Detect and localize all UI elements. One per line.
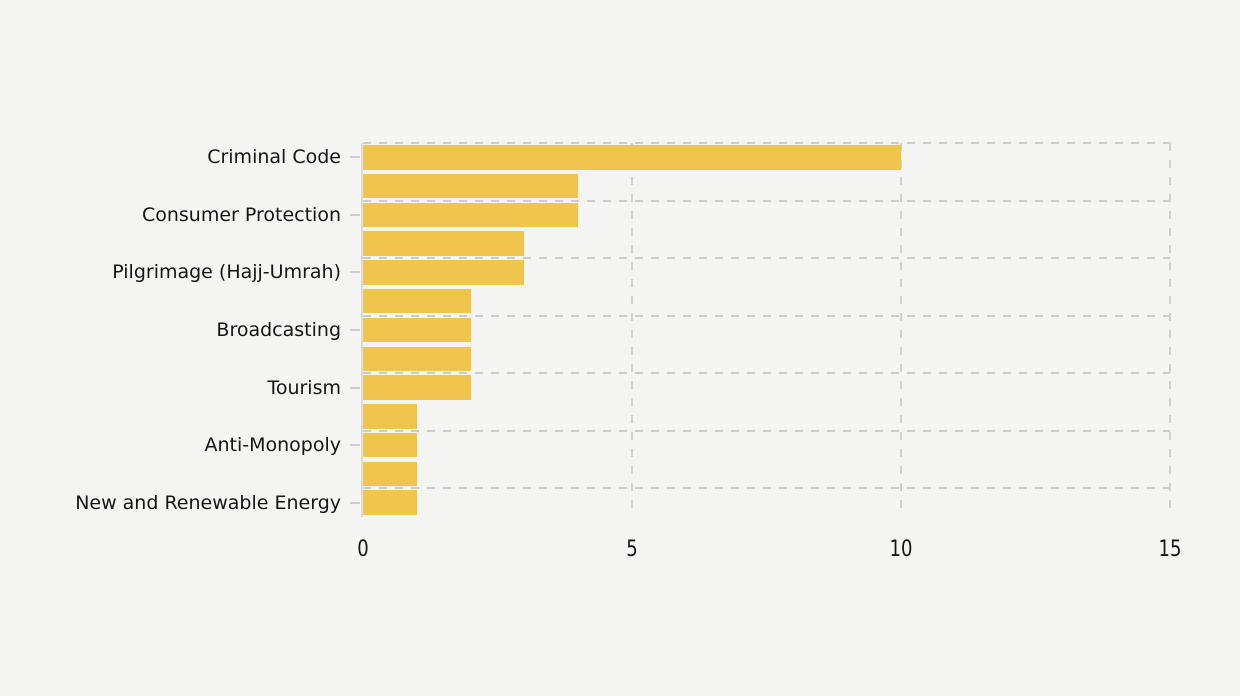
horizontal-gridline — [363, 429, 1170, 432]
x-axis-tick-label: 15 — [1158, 537, 1182, 562]
bar — [363, 317, 471, 343]
y-axis-label: Consumer Protection — [141, 203, 341, 226]
horizontal-gridline — [363, 257, 1170, 260]
horizontal-gridline — [363, 314, 1170, 317]
plot-area — [350, 142, 1171, 517]
bar — [363, 375, 471, 400]
bar — [363, 490, 417, 515]
y-axis-label: Anti-Monopoly — [204, 434, 341, 457]
horizontal-gridline — [363, 372, 1170, 375]
y-axis-label: Criminal Code — [207, 146, 341, 169]
bar — [363, 145, 901, 170]
horizontal-gridline — [363, 487, 1170, 490]
bar — [363, 461, 417, 487]
bar — [363, 288, 471, 314]
vertical-gridline — [900, 143, 902, 514]
x-axis-tick-label: 5 — [626, 537, 638, 562]
y-axis-tick — [350, 271, 360, 274]
x-axis-tick-labels: 0 5 10 15 — [357, 517, 1181, 577]
vertical-gridline — [1169, 143, 1171, 514]
y-axis-label: Tourism — [267, 376, 341, 399]
y-axis-labels: Criminal Code Consumer Protection Pilgrima… — [0, 143, 341, 517]
y-axis-tick — [350, 329, 360, 331]
bar — [363, 173, 579, 199]
y-axis-line — [361, 143, 363, 517]
bar — [363, 231, 525, 256]
bar — [363, 346, 471, 372]
bar — [363, 260, 525, 285]
vertical-gridline — [631, 143, 633, 514]
horizontal-gridline — [363, 142, 1170, 144]
bar — [363, 202, 579, 228]
y-axis-tick — [350, 213, 360, 216]
y-axis-tick — [350, 444, 360, 447]
y-axis-tick — [350, 386, 360, 389]
horizontal-gridline — [363, 199, 1170, 202]
bar — [363, 404, 417, 429]
bar — [363, 432, 417, 458]
x-axis-tick-label: 0 — [357, 537, 369, 562]
y-axis-label: Broadcasting — [216, 319, 341, 341]
x-axis-tick-label: 10 — [889, 537, 913, 562]
y-axis-label: Pilgrimage (Hajj-Umrah) — [112, 261, 341, 284]
y-axis-tick — [350, 501, 360, 504]
y-axis-label: New and Renewable Energy — [75, 491, 341, 514]
y-axis-tick — [350, 156, 360, 159]
